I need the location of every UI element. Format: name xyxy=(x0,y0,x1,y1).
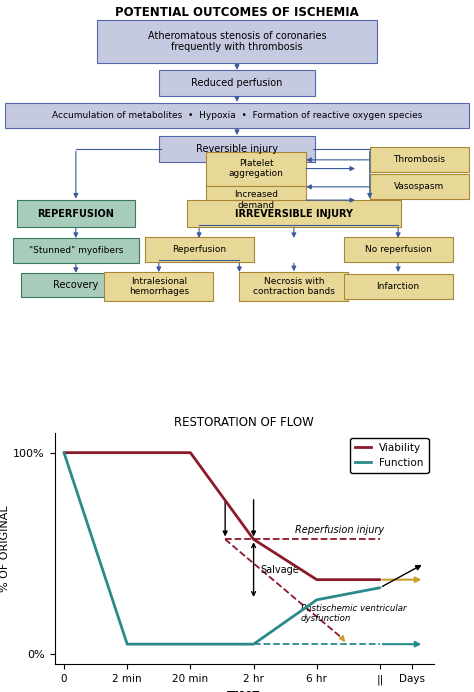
Text: IRREVERSIBLE INJURY: IRREVERSIBLE INJURY xyxy=(235,209,353,219)
Text: Reperfusion injury: Reperfusion injury xyxy=(295,525,384,536)
Text: Increased
demand: Increased demand xyxy=(234,190,278,210)
FancyBboxPatch shape xyxy=(239,272,348,301)
FancyBboxPatch shape xyxy=(17,201,135,227)
Text: REPERFUSION: REPERFUSION xyxy=(37,209,114,219)
FancyBboxPatch shape xyxy=(104,272,213,301)
Text: Recovery: Recovery xyxy=(53,280,99,290)
Text: Reduced perfusion: Reduced perfusion xyxy=(191,78,283,88)
Text: Atheromatous stenosis of coronaries
frequently with thrombosis: Atheromatous stenosis of coronaries freq… xyxy=(148,30,326,53)
Title: RESTORATION OF FLOW: RESTORATION OF FLOW xyxy=(174,416,314,428)
FancyBboxPatch shape xyxy=(21,273,130,297)
Text: Salvage: Salvage xyxy=(260,565,299,574)
Text: Accumulation of metabolites  •  Hypoxia  •  Formation of reactive oxygen species: Accumulation of metabolites • Hypoxia • … xyxy=(52,111,422,120)
Text: Postischemic ventricular
dysfunction: Postischemic ventricular dysfunction xyxy=(301,604,407,623)
Text: Reperfusion: Reperfusion xyxy=(172,246,226,255)
Text: No reperfusion: No reperfusion xyxy=(365,246,432,255)
Text: Intralesional
hemorrhages: Intralesional hemorrhages xyxy=(129,277,189,296)
Text: Thrombosis: Thrombosis xyxy=(393,155,446,165)
X-axis label: TIME: TIME xyxy=(227,690,261,692)
Text: Platelet
aggregation: Platelet aggregation xyxy=(228,159,283,179)
FancyBboxPatch shape xyxy=(13,238,138,263)
FancyBboxPatch shape xyxy=(344,274,453,299)
Legend: Viability, Function: Viability, Function xyxy=(350,438,428,473)
Text: "Stunned" myofibers: "Stunned" myofibers xyxy=(28,246,123,255)
Text: Reversible injury: Reversible injury xyxy=(196,144,278,154)
FancyBboxPatch shape xyxy=(187,201,401,227)
Text: POTENTIAL OUTCOMES OF ISCHEMIA: POTENTIAL OUTCOMES OF ISCHEMIA xyxy=(115,6,359,19)
FancyBboxPatch shape xyxy=(5,102,469,128)
FancyBboxPatch shape xyxy=(206,152,306,185)
Text: Necrosis with
contraction bands: Necrosis with contraction bands xyxy=(253,277,335,296)
FancyBboxPatch shape xyxy=(370,147,469,172)
FancyBboxPatch shape xyxy=(145,237,254,262)
FancyBboxPatch shape xyxy=(206,185,306,215)
FancyBboxPatch shape xyxy=(344,237,453,262)
Y-axis label: % OF ORIGINAL: % OF ORIGINAL xyxy=(0,505,10,592)
FancyBboxPatch shape xyxy=(159,70,315,96)
Text: Vasospasm: Vasospasm xyxy=(394,182,445,192)
FancyBboxPatch shape xyxy=(370,174,469,199)
Text: Infarction: Infarction xyxy=(377,282,419,291)
FancyBboxPatch shape xyxy=(97,19,377,64)
FancyBboxPatch shape xyxy=(159,136,315,161)
